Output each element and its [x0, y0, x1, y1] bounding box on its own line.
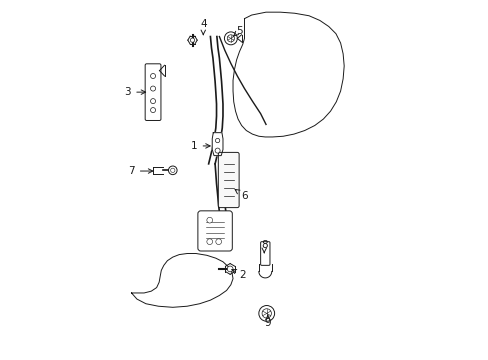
Text: 4: 4: [200, 19, 206, 35]
FancyBboxPatch shape: [218, 152, 239, 208]
Text: 7: 7: [128, 166, 152, 176]
Polygon shape: [212, 133, 223, 156]
Circle shape: [224, 32, 237, 45]
Text: 1: 1: [191, 141, 210, 151]
Text: 6: 6: [235, 189, 247, 201]
Circle shape: [150, 99, 155, 104]
Text: 3: 3: [124, 87, 145, 97]
Circle shape: [150, 73, 155, 78]
Circle shape: [215, 239, 221, 244]
Circle shape: [150, 108, 155, 113]
Text: 2: 2: [231, 270, 245, 280]
Circle shape: [206, 217, 212, 223]
Circle shape: [227, 35, 234, 42]
Circle shape: [150, 86, 155, 91]
FancyBboxPatch shape: [260, 242, 269, 265]
Text: 5: 5: [233, 26, 242, 37]
Circle shape: [190, 38, 194, 42]
Circle shape: [258, 306, 274, 321]
Circle shape: [227, 266, 233, 272]
FancyBboxPatch shape: [145, 64, 161, 121]
Circle shape: [215, 148, 220, 153]
Circle shape: [206, 239, 212, 244]
Circle shape: [170, 168, 175, 172]
Polygon shape: [131, 253, 233, 307]
Text: 8: 8: [261, 239, 267, 253]
Circle shape: [215, 138, 219, 143]
Polygon shape: [233, 12, 344, 137]
Circle shape: [262, 309, 271, 318]
Text: 9: 9: [264, 315, 270, 328]
Circle shape: [168, 166, 177, 175]
FancyBboxPatch shape: [198, 211, 232, 251]
